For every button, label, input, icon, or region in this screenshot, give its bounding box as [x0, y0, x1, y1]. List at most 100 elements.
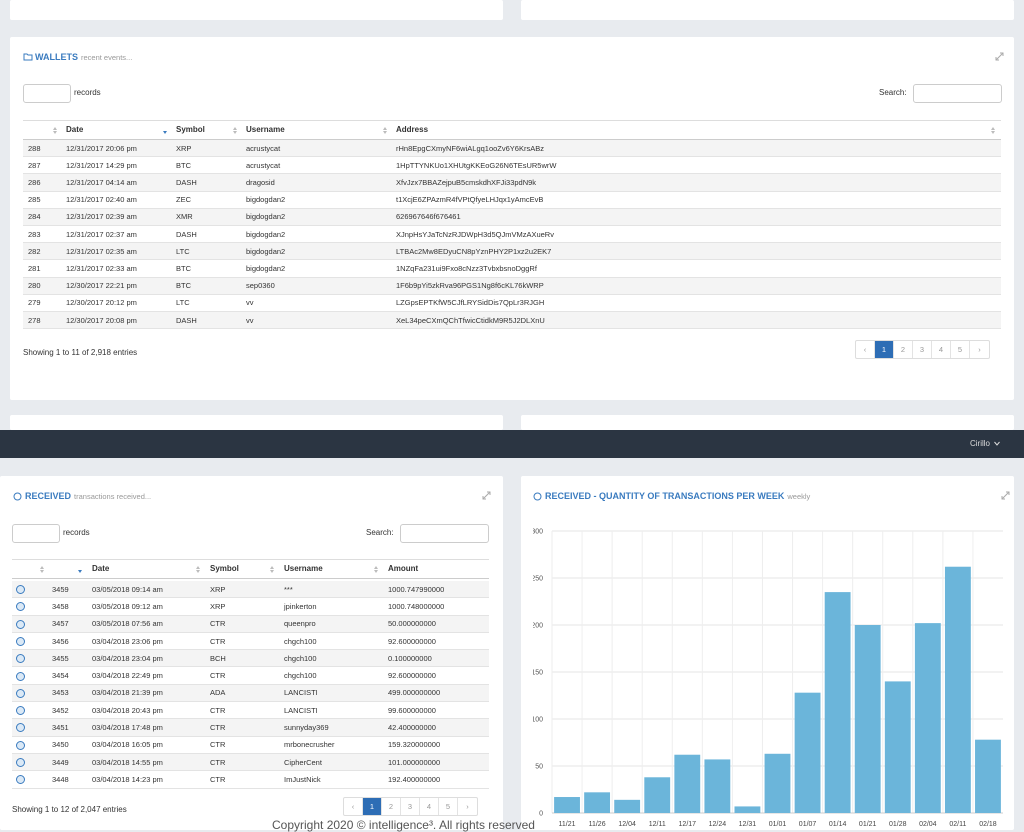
- table-cell: 287: [28, 161, 41, 170]
- table-cell: 12/31/2017 02:40 am: [66, 195, 137, 204]
- page-link[interactable]: 3: [913, 341, 932, 358]
- table-cell: XMR: [176, 212, 193, 221]
- page-next[interactable]: ›: [970, 341, 989, 358]
- page-link[interactable]: 5: [439, 798, 458, 815]
- x-tick-label: 12/24: [709, 821, 727, 828]
- x-tick-label: 02/04: [919, 821, 937, 828]
- table-row: 28712/31/2017 14:29 pmBTCacrustycat1HpTT…: [23, 157, 1001, 174]
- table-cell: vv: [246, 316, 254, 325]
- table-header: Date Symbol Username Amount: [12, 559, 489, 579]
- wallets-card: WALLETSrecent events... recordsSearch:Da…: [10, 37, 1014, 400]
- x-tick-label: 11/26: [589, 821, 606, 828]
- search-input[interactable]: [400, 524, 489, 543]
- page-link[interactable]: 4: [932, 341, 951, 358]
- table-cell: BTC: [176, 281, 191, 290]
- table-cell: bigdogdan2: [246, 230, 285, 239]
- table-cell: 280: [28, 281, 41, 290]
- row-icon[interactable]: [16, 654, 25, 663]
- bar: [554, 797, 580, 813]
- user-menu[interactable]: Cirillo: [970, 439, 990, 448]
- page-prev[interactable]: ‹: [856, 341, 875, 358]
- column-header[interactable]: Date: [66, 125, 83, 134]
- column-header[interactable]: Amount: [388, 564, 418, 573]
- page-link[interactable]: 1: [875, 341, 894, 358]
- column-header[interactable]: Address: [396, 125, 428, 134]
- page-prev[interactable]: ‹: [344, 798, 363, 815]
- table-info: Showing 1 to 12 of 2,047 entries: [12, 805, 127, 814]
- row-icon[interactable]: [16, 689, 25, 698]
- received-card: RECEIVEDtransactions received... records…: [0, 476, 503, 830]
- table-cell: 192.400000000: [388, 775, 440, 784]
- column-header[interactable]: Symbol: [176, 125, 205, 134]
- records-select[interactable]: [23, 84, 71, 103]
- table-cell: chgch100: [284, 654, 317, 663]
- page-link[interactable]: 2: [382, 798, 401, 815]
- row-icon[interactable]: [16, 758, 25, 767]
- row-icon[interactable]: [16, 672, 25, 681]
- row-icon[interactable]: [16, 585, 25, 594]
- sort-down: [53, 131, 57, 134]
- y-tick-label: 300: [533, 529, 543, 536]
- table-cell: 499.000000000: [388, 688, 440, 697]
- bar: [915, 623, 941, 813]
- table-cell: CTR: [210, 671, 225, 680]
- table-cell: 12/30/2017 20:08 pm: [66, 316, 137, 325]
- x-tick-label: 01/14: [829, 821, 847, 828]
- row-icon[interactable]: [16, 706, 25, 715]
- row-icon[interactable]: [16, 741, 25, 750]
- row-icon[interactable]: [16, 775, 25, 784]
- page-link[interactable]: 2: [894, 341, 913, 358]
- table-row: 345603/04/2018 23:06 pmCTRchgch10092.600…: [12, 633, 489, 650]
- table-cell: bigdogdan2: [246, 264, 285, 273]
- page-link[interactable]: 4: [420, 798, 439, 815]
- search-input[interactable]: [913, 84, 1002, 103]
- table-cell: acrustycat: [246, 161, 280, 170]
- records-select[interactable]: [12, 524, 60, 543]
- table-cell: 278: [28, 316, 41, 325]
- page-link[interactable]: 5: [951, 341, 970, 358]
- row-icon[interactable]: [16, 723, 25, 732]
- table-cell: 3451: [52, 723, 69, 732]
- table-cell: dragosid: [246, 178, 275, 187]
- table-row: 345503/04/2018 23:04 pmBCHchgch1000.1000…: [12, 650, 489, 667]
- row-icon[interactable]: [16, 637, 25, 646]
- table-cell: 03/04/2018 22:49 pm: [92, 671, 163, 680]
- table-cell: 92.600000000: [388, 637, 436, 646]
- table-cell: 03/05/2018 07:56 am: [92, 619, 163, 628]
- card-title: WALLETSrecent events...: [35, 52, 132, 62]
- x-tick-label: 01/01: [769, 821, 787, 828]
- column-header[interactable]: Username: [246, 125, 285, 134]
- table-cell: bigdogdan2: [246, 212, 285, 221]
- y-tick-label: 200: [533, 623, 543, 630]
- subtitle: recent events...: [81, 53, 132, 62]
- column-header[interactable]: Date: [92, 564, 109, 573]
- table-cell: 286: [28, 178, 41, 187]
- table-cell: LTC: [176, 298, 190, 307]
- table-cell: 12/30/2017 20:12 pm: [66, 298, 137, 307]
- table-cell: 03/04/2018 21:39 pm: [92, 688, 163, 697]
- table-row: 345003/04/2018 16:05 pmCTRmrbonecrusher1…: [12, 737, 489, 754]
- bar: [825, 592, 851, 813]
- table-cell: 42.400000000: [388, 723, 436, 732]
- y-tick-label: 100: [533, 717, 543, 724]
- table-row: 28112/31/2017 02:33 amBTCbigdogdan21NZqF…: [23, 260, 1001, 277]
- table-row: 27912/30/2017 20:12 pmLTCvvLZGpsEPTKfW5C…: [23, 295, 1001, 312]
- row-icon[interactable]: [16, 620, 25, 629]
- page-link[interactable]: 3: [401, 798, 420, 815]
- column-header[interactable]: Symbol: [210, 564, 239, 573]
- page-link[interactable]: 1: [363, 798, 382, 815]
- table-cell: 283: [28, 230, 41, 239]
- column-header[interactable]: Username: [284, 564, 323, 573]
- table-row: 28212/31/2017 02:35 amLTCbigdogdan2LTBAc…: [23, 243, 1001, 260]
- table-cell: 03/04/2018 23:04 pm: [92, 654, 163, 663]
- title: RECEIVED: [25, 491, 71, 501]
- page-next[interactable]: ›: [458, 798, 477, 815]
- row-icon[interactable]: [16, 602, 25, 611]
- expand-icon[interactable]: [995, 52, 1004, 61]
- table-cell: 12/31/2017 02:33 am: [66, 264, 137, 273]
- table-cell: XRP: [210, 585, 225, 594]
- expand-icon[interactable]: [482, 491, 491, 500]
- search-label: Search:: [366, 528, 394, 537]
- table-row: 345203/04/2018 20:43 pmCTRLANCISTI99.600…: [12, 702, 489, 719]
- bar: [855, 625, 881, 813]
